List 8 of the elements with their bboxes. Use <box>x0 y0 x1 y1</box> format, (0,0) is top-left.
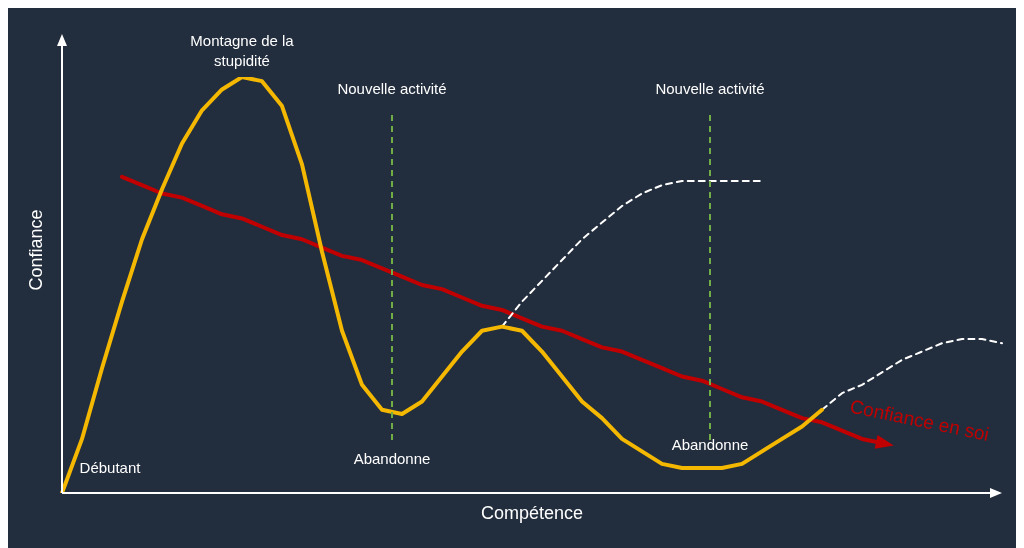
annotation: Nouvelle activité <box>337 80 447 98</box>
annotation: Abandonne <box>671 436 749 454</box>
text: Montagne de la stupidité <box>190 32 295 70</box>
annotation: Débutant <box>79 459 142 477</box>
y-axis-title: Confiance <box>25 209 46 291</box>
annotation: Abandonne <box>353 450 431 468</box>
annotation: Nouvelle activité <box>655 80 765 98</box>
x-axis-title: Compétence <box>480 502 584 523</box>
